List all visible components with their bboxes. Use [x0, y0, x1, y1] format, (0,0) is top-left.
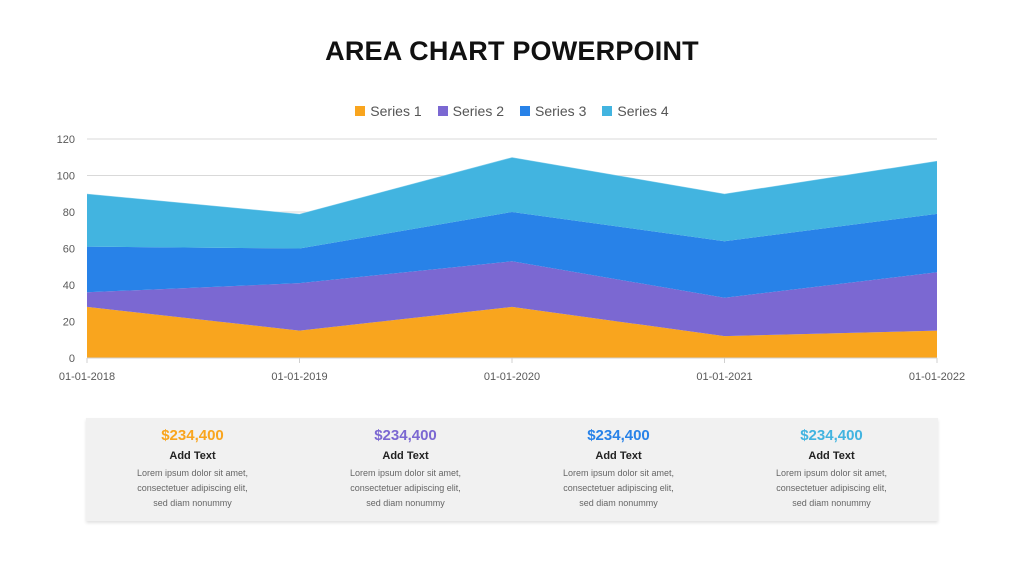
- stat-heading: Add Text: [169, 450, 216, 462]
- stat-heading: Add Text: [382, 450, 429, 462]
- y-tick-label: 0: [69, 353, 75, 365]
- y-tick-label: 40: [63, 280, 75, 292]
- stat-heading: Add Text: [595, 450, 642, 462]
- area-series-3: [87, 212, 937, 298]
- stat-card-2: $234,400 Add Text Lorem ipsum dolor sit …: [299, 418, 512, 521]
- legend-swatch-series-4: [602, 106, 613, 116]
- legend-swatch-series-3: [520, 106, 530, 116]
- legend-label-series-4: Series 4: [617, 103, 669, 119]
- stats-panel: $234,400 Add Text Lorem ipsum dolor sit …: [86, 418, 938, 521]
- x-tick-label: 01-01-2020: [484, 371, 540, 383]
- stat-description: Lorem ipsum dolor sit amet, consectetuer…: [562, 468, 675, 508]
- stat-card-1: $234,400 Add Text Lorem ipsum dolor sit …: [86, 418, 299, 521]
- legend-label-series-3: Series 3: [535, 103, 587, 119]
- stat-heading: Add Text: [808, 450, 855, 462]
- x-tick-label: 01-01-2018: [59, 371, 115, 383]
- x-tick-label: 01-01-2021: [696, 371, 752, 383]
- y-tick-label: 20: [63, 317, 75, 329]
- stat-description: Lorem ipsum dolor sit amet, consectetuer…: [136, 468, 249, 508]
- stack-outline: [86, 156, 938, 215]
- legend-label-series-2: Series 2: [452, 103, 504, 119]
- y-tick-label: 100: [57, 171, 75, 183]
- stat-value: $234,400: [161, 427, 224, 444]
- y-tick-label: 80: [63, 207, 75, 219]
- chart-legend: Series 1 Series 2 Series 3 Series 4: [0, 103, 1024, 119]
- area-series-1: [87, 306, 937, 358]
- y-tick-label: 60: [63, 244, 75, 256]
- area-series-4: [87, 157, 937, 249]
- stat-value: $234,400: [800, 427, 863, 444]
- legend-swatch-series-2: [437, 106, 448, 116]
- legend-item-series-4: Series 4: [602, 103, 669, 119]
- x-tick-label: 01-01-2019: [271, 371, 327, 383]
- y-tick-label: 120: [57, 134, 75, 146]
- stat-card-3: $234,400 Add Text Lorem ipsum dolor sit …: [512, 418, 725, 521]
- stat-value: $234,400: [587, 427, 650, 444]
- area-series-2: [87, 261, 937, 337]
- stat-description: Lorem ipsum dolor sit amet, consectetuer…: [775, 468, 888, 508]
- stat-description: Lorem ipsum dolor sit amet, consectetuer…: [349, 468, 462, 508]
- stat-card-4: $234,400 Add Text Lorem ipsum dolor sit …: [725, 418, 938, 521]
- legend-swatch-series-1: [355, 106, 366, 116]
- legend-item-series-2: Series 2: [437, 103, 504, 119]
- slide-title: AREA CHART POWERPOINT: [325, 36, 699, 66]
- legend-item-series-1: Series 1: [355, 103, 422, 119]
- legend-label-series-1: Series 1: [370, 103, 422, 119]
- legend-item-series-3: Series 3: [520, 103, 586, 119]
- stat-value: $234,400: [374, 427, 437, 444]
- stacked-area-chart: 0 20 40 60 80 100 120 01-01-2018 01-01-2019 01-01…: [57, 134, 966, 383]
- x-tick-label: 01-01-2022: [909, 371, 965, 383]
